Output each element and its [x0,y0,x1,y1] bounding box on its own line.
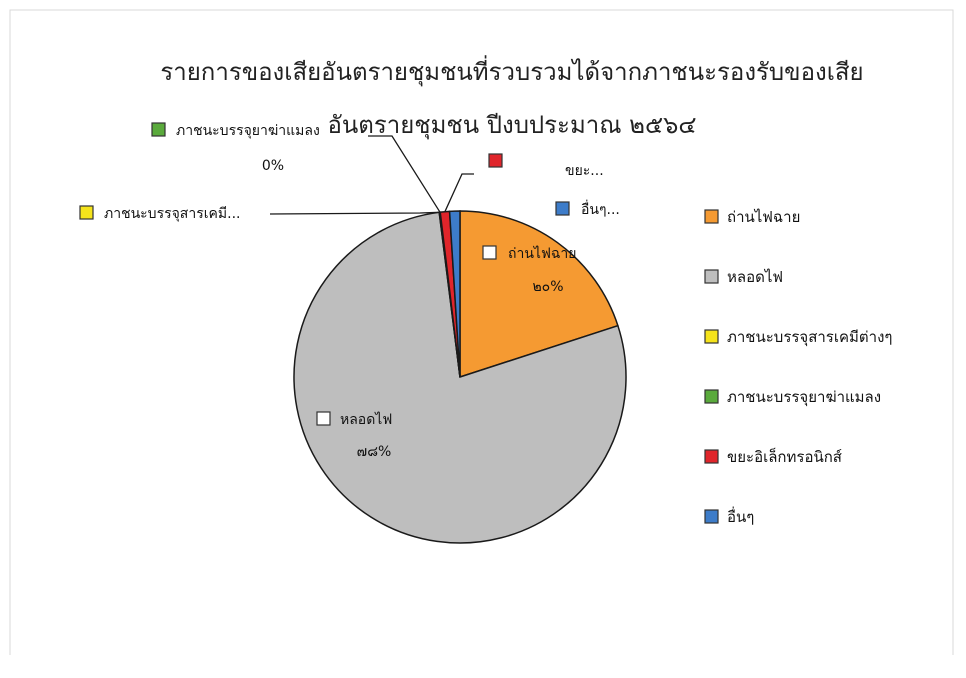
pie-slice [448,210,461,378]
data-label: อื่นๆ... [581,200,620,218]
leader-line [269,211,440,215]
chart-border [9,9,954,655]
pie-chart [293,210,627,544]
legend-swatch [704,389,719,404]
legend-label: ถ่านไฟฉาย [727,208,800,226]
label-swatch [482,245,497,260]
data-label: ๒๐% [532,279,563,295]
pie-slice [293,211,627,544]
label-swatch [151,122,166,137]
legend-swatch [704,329,719,344]
legend-label: อื่นๆ [727,506,754,526]
legend-label: ภาชนะบรรจุสารเคมีต่างๆ [727,328,892,347]
label-swatch [488,153,503,168]
legend-swatch [704,209,719,224]
legend-swatch [704,269,719,284]
label-swatch [316,411,331,426]
chart-title-line-1: รายการของเสียอันตรายชุมชนที่รวบรวมได้จาก… [160,55,863,87]
data-label: ขยะ... [565,163,604,179]
label-swatch [79,205,94,220]
leader-line [444,173,474,212]
legend-swatch [704,509,719,524]
data-label: ถ่านไฟฉาย [508,245,576,262]
chart-title-line-2: อันตรายชุมชน ปีงบประมาณ ๒๕๖๔ [327,111,696,140]
legend-label: ขยะอิเล็กทรอนิกส์ [727,447,842,466]
label-swatch [555,201,570,216]
data-label: ภาชนะบรรจุยาฆ่าแมลง [176,123,320,139]
legend-label: หลอดไฟ [727,268,783,286]
legend-label: ภาชนะบรรจุยาฆ่าแมลง [727,388,881,407]
pie-slice [459,210,619,379]
data-label: 0% [262,158,284,174]
data-label: หลอดไฟ [340,411,392,428]
leader-line [368,135,441,213]
chart-legend: ถ่านไฟฉายหลอดไฟภาชนะบรรจุสารเคมีต่างๆภาช… [704,208,892,526]
legend-swatch [704,449,719,464]
data-label: ๗๘% [357,444,392,460]
data-label: ภาชนะบรรจุสารเคมี... [104,206,240,222]
